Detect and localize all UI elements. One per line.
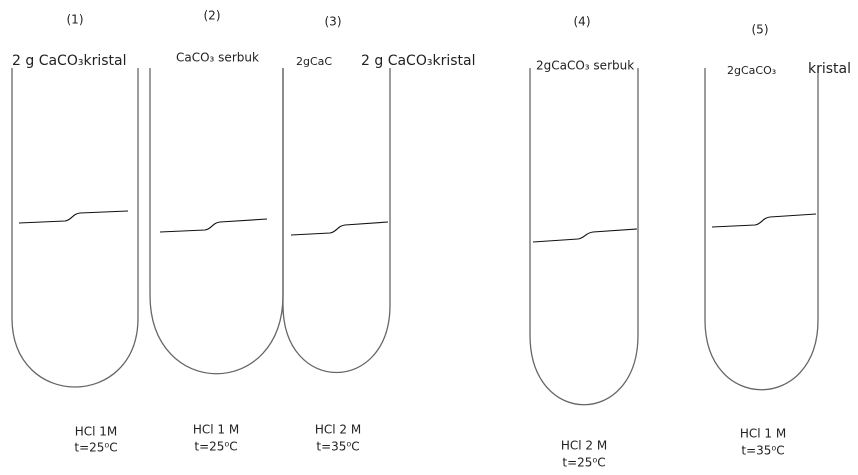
reagent-label: 2gCaC bbox=[296, 55, 332, 68]
tubes bbox=[11, 68, 819, 406]
test-tube bbox=[11, 68, 139, 388]
labels: (1) (2) (3) (4) (5) 2 g CaCO₃kristal CaC… bbox=[12, 9, 851, 470]
liquid-level bbox=[711, 213, 817, 228]
tube-number: (5) bbox=[752, 23, 769, 37]
reagent-label: 2gCaCO₃ bbox=[727, 64, 776, 77]
temperature-label: t=25⁰C bbox=[74, 441, 117, 455]
solution-label: HCl 1M bbox=[75, 425, 118, 439]
test-tube bbox=[149, 68, 284, 375]
liquid-level bbox=[290, 221, 389, 236]
tube-number: (2) bbox=[204, 9, 221, 23]
reagent-label: 2gCaCO₃ serbuk bbox=[536, 59, 634, 73]
liquid-level bbox=[159, 218, 268, 233]
temperature-label: t=35⁰C bbox=[741, 444, 784, 458]
tube-number: (4) bbox=[574, 15, 591, 29]
temperature-label: t=25⁰C bbox=[562, 456, 605, 470]
solution-label: HCl 2 M bbox=[315, 423, 361, 437]
tube-number: (1) bbox=[67, 13, 84, 27]
solution-label: HCl 1 M bbox=[740, 427, 786, 441]
liquid-level bbox=[532, 228, 638, 243]
test-tube bbox=[704, 68, 819, 391]
reagent-label: 2 g CaCO₃kristal bbox=[12, 53, 126, 69]
temperature-label: t=25⁰C bbox=[194, 440, 237, 454]
reagent-label: CaCO₃ serbuk bbox=[176, 51, 259, 65]
solution-label: HCl 1 M bbox=[193, 423, 239, 437]
temperature-label: t=35⁰C bbox=[316, 440, 359, 454]
liquid-level bbox=[18, 210, 129, 224]
reagent-label: 2 g CaCO₃kristal bbox=[361, 53, 475, 69]
tube-number: (3) bbox=[325, 15, 342, 29]
reagent-label: kristal bbox=[808, 61, 851, 77]
test-tube bbox=[529, 68, 639, 406]
solution-label: HCl 2 M bbox=[561, 439, 607, 453]
test-tube bbox=[282, 68, 391, 373]
